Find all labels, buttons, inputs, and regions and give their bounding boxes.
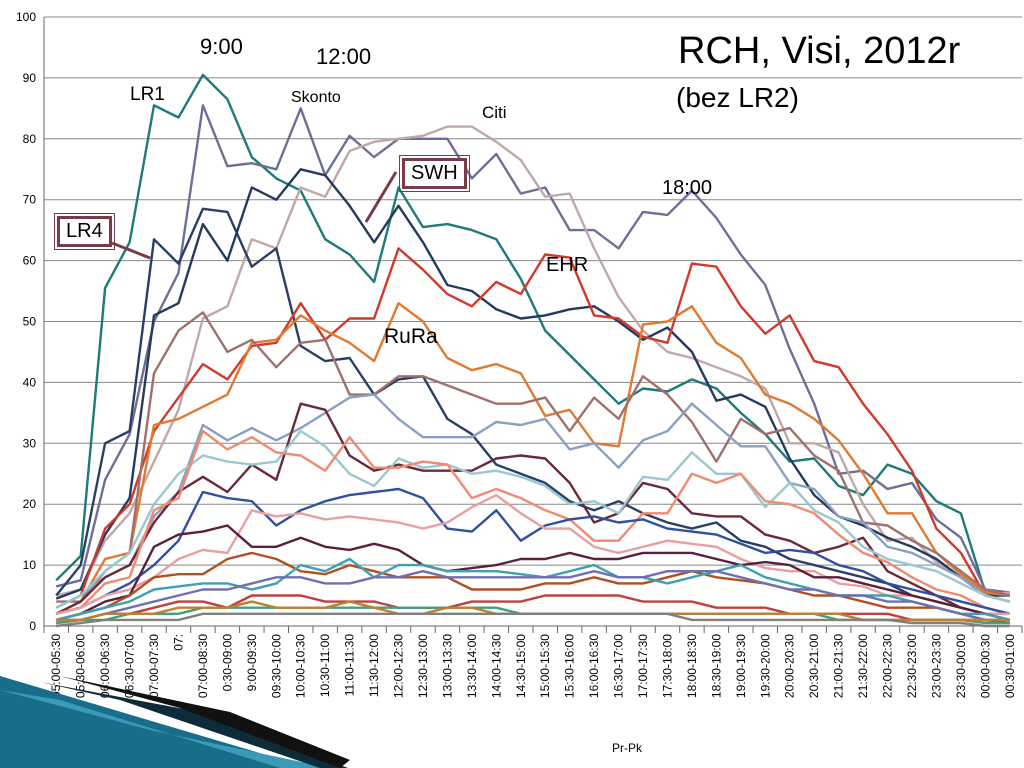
series-line-19 — [56, 594, 1010, 625]
x-tick-label: 12:00-12:30 — [392, 634, 406, 698]
x-tick-label: 07: — [171, 634, 185, 651]
y-tick-label: 60 — [23, 254, 37, 268]
chart-title: RCH, Visi, 2012r — [678, 30, 961, 72]
x-tick-label: 21:00-21:30 — [832, 634, 846, 698]
series-line-18 — [56, 570, 1010, 622]
x-tick-label: 12:30-13:00 — [416, 634, 430, 698]
series-line-8 — [56, 311, 1011, 603]
x-tick-label: 05:30-06:00 — [74, 634, 88, 698]
x-tick-label: 13:00-13:30 — [440, 634, 454, 698]
x-tick-label: 9:00-09:30 — [245, 634, 259, 692]
x-tick-label: 18:30-19:00 — [709, 634, 723, 698]
series-line-4 — [55, 207, 1011, 622]
x-tick-label: 17:00-17:30 — [636, 634, 650, 698]
x-tick-label: 23:00-23:30 — [929, 634, 943, 698]
x-axis-title: Pr-Pk — [612, 741, 642, 755]
x-tick-label: 00:00-00:30 — [978, 634, 992, 698]
callout-leaders — [111, 171, 398, 260]
y-tick-label: 100 — [16, 10, 36, 24]
y-tick-label: 20 — [23, 497, 37, 511]
x-tick-label: 20:30-21:00 — [807, 634, 821, 698]
x-tick-label: 06:30-07:00 — [123, 634, 137, 698]
x-tick-label: 20:00-20:30 — [783, 634, 797, 698]
annotation-18-00: 18:00 — [662, 177, 713, 199]
series-line-15 — [55, 524, 1011, 622]
series-line-7 — [55, 302, 1010, 615]
x-tick-label: 14:00-14:30 — [489, 634, 503, 698]
x-tick-label: 22:00-22:30 — [881, 634, 895, 698]
series-line-14 — [55, 493, 1010, 615]
x-tick-label: 21:30-22:00 — [856, 634, 870, 698]
callout-lr4: LR4 — [54, 213, 115, 250]
series-line-5 — [55, 168, 1010, 600]
x-tick-label: 16:00-16:30 — [587, 634, 601, 698]
x-tick-label: 14:30-15:00 — [514, 634, 528, 698]
x-tick-label: 22:30-23:00 — [905, 634, 919, 698]
x-tick-label: 13:30-14:00 — [465, 634, 479, 698]
y-axis-tick-labels: 0 10 20 30 40 50 60 70 80 90 100 — [16, 10, 36, 633]
x-tick-label: 16:30-17:00 — [612, 634, 626, 698]
series-line-1 — [55, 73, 1010, 594]
x-tick-label: 19:30-20:00 — [758, 634, 772, 698]
series-line-9 — [55, 393, 1011, 609]
series-line-22 — [56, 612, 1010, 628]
series-lines — [55, 73, 1011, 628]
x-tick-label: 10:30-11:00 — [318, 634, 332, 697]
series-line-10 — [55, 402, 1010, 615]
y-tick-label: 10 — [23, 558, 37, 572]
annotation-lr1: LR1 — [130, 84, 165, 105]
x-tick-label: 17:30-18:00 — [660, 634, 674, 698]
series-line-3 — [55, 125, 1010, 597]
x-tick-label: 07:00-08:30 — [196, 634, 210, 698]
x-axis-tick-labels: 05:00-05:30 05:30-06:00 06:00-06:30 06:30-0… — [49, 634, 1017, 698]
x-tick-label: 00:30-01:00 — [1003, 634, 1017, 698]
series-line-13 — [55, 487, 1011, 615]
y-tick-label: 30 — [23, 436, 37, 450]
series-line-11 — [55, 429, 1011, 609]
x-tick-label: 07:00-07:30 — [147, 634, 161, 698]
annotation-ehr: EHR — [546, 254, 589, 276]
y-tick-label: 40 — [23, 375, 37, 389]
y-tick-label: 0 — [29, 619, 36, 633]
series-line-6 — [55, 247, 1011, 609]
x-tick-label: 23:30-00:00 — [954, 634, 968, 698]
series-line-2 — [55, 104, 1010, 594]
annotation-12-00: 12:00 — [316, 44, 372, 69]
x-tick-label: 15:30-16:00 — [563, 634, 577, 698]
x-tick-label: 10:00-10:30 — [294, 634, 308, 698]
series-line-21 — [56, 600, 1010, 622]
corner-decoration — [0, 676, 350, 768]
x-tick-label: 19:00-19:30 — [734, 634, 748, 698]
y-tick-label: 50 — [23, 315, 37, 329]
chart-subtitle: (bez LR2) — [676, 82, 799, 113]
y-tick-label: 70 — [23, 193, 37, 207]
x-tick-label: 18:00-18:30 — [685, 634, 699, 698]
x-tick-label: 11:30-12:00 — [367, 634, 381, 697]
annotation-skonto: Skonto — [291, 89, 341, 106]
x-tick-label: 11:00-11:30 — [343, 634, 357, 697]
callout-swh: SWH — [399, 155, 470, 192]
series-line-12 — [55, 429, 1011, 615]
x-tick-label: 15:00-15:30 — [538, 634, 552, 698]
gridlines — [43, 16, 1023, 633]
annotation-9-00: 9:00 — [200, 34, 243, 59]
series-line-16 — [55, 551, 1010, 622]
annotation-rura: RuRa — [384, 325, 438, 348]
y-tick-label: 80 — [23, 132, 37, 146]
x-tick-label: 09:30-10:00 — [269, 634, 283, 698]
y-tick-label: 90 — [23, 71, 37, 85]
annotation-citi: Citi — [482, 103, 507, 122]
x-tick-label: 0:30-09:00 — [220, 634, 234, 692]
x-tick-label: 06:00-06:30 — [98, 634, 112, 698]
x-tick-label: 05:00-05:30 — [49, 634, 63, 698]
